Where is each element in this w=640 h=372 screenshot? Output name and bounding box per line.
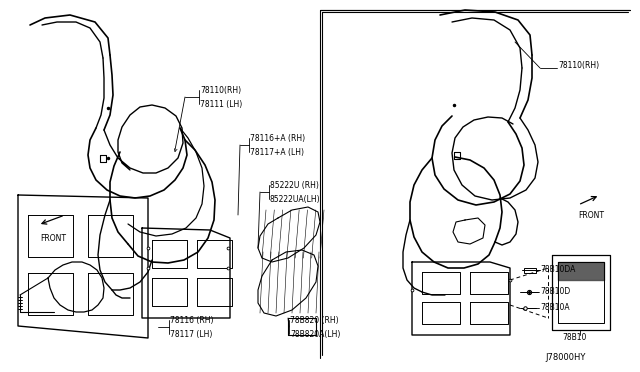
Text: 78116 (RH): 78116 (RH) [170, 315, 214, 324]
Text: 78117 (LH): 78117 (LH) [170, 330, 212, 339]
Text: FRONT: FRONT [40, 234, 66, 243]
Text: 85222UA(LH): 85222UA(LH) [270, 195, 321, 203]
Text: 78B10A: 78B10A [540, 304, 570, 312]
Text: 78110(RH): 78110(RH) [200, 86, 241, 94]
Text: 78B10D: 78B10D [540, 288, 570, 296]
Text: FRONT: FRONT [578, 211, 604, 219]
Text: 78110(RH): 78110(RH) [558, 61, 599, 70]
Text: 78B10: 78B10 [562, 334, 586, 343]
Text: 78116+A (RH): 78116+A (RH) [250, 134, 305, 142]
Text: 78117+A (LH): 78117+A (LH) [250, 148, 304, 157]
Polygon shape [558, 262, 604, 280]
Text: J78000HY: J78000HY [545, 353, 586, 362]
Text: 78B820A(LH): 78B820A(LH) [290, 330, 340, 339]
Bar [524, 268, 536, 273]
Text: 85222U (RH): 85222U (RH) [270, 180, 319, 189]
Text: 78111 (LH): 78111 (LH) [200, 99, 243, 109]
Text: 78B820 (RH): 78B820 (RH) [290, 315, 339, 324]
Text: 78B10DA: 78B10DA [540, 266, 575, 275]
